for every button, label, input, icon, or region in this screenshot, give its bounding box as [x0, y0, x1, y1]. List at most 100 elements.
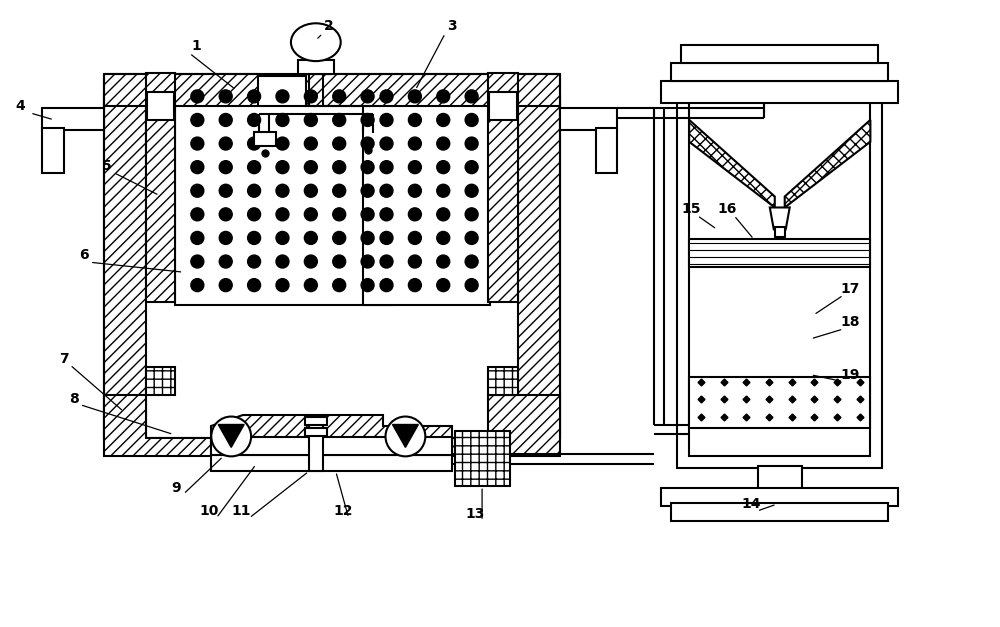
Bar	[596, 128, 617, 172]
Circle shape	[276, 137, 289, 150]
Bar	[677, 86, 882, 468]
Circle shape	[333, 90, 346, 103]
Circle shape	[333, 231, 346, 245]
Bar	[661, 81, 898, 103]
Circle shape	[437, 90, 450, 103]
Circle shape	[276, 90, 289, 103]
Circle shape	[191, 208, 204, 221]
Circle shape	[361, 184, 374, 198]
Circle shape	[248, 278, 261, 292]
Circle shape	[276, 231, 289, 245]
Circle shape	[465, 113, 478, 127]
Bar	[689, 377, 870, 428]
Bar	[671, 63, 888, 81]
Circle shape	[248, 231, 261, 245]
Polygon shape	[218, 424, 244, 448]
Circle shape	[408, 184, 421, 198]
Circle shape	[361, 90, 374, 103]
Circle shape	[437, 137, 450, 150]
Text: 4: 4	[15, 99, 25, 113]
Circle shape	[437, 184, 450, 198]
Circle shape	[191, 113, 204, 127]
Circle shape	[248, 184, 261, 198]
Text: 15: 15	[681, 203, 701, 216]
Circle shape	[333, 137, 346, 150]
Circle shape	[380, 278, 393, 292]
Bar	[488, 367, 518, 394]
Polygon shape	[392, 424, 418, 448]
Circle shape	[219, 161, 232, 174]
Text: 19: 19	[841, 367, 860, 382]
Circle shape	[465, 137, 478, 150]
Bar	[758, 466, 802, 491]
Circle shape	[191, 137, 204, 150]
Text: 14: 14	[741, 497, 761, 511]
Circle shape	[380, 184, 393, 198]
Circle shape	[248, 137, 261, 150]
Bar	[775, 228, 785, 238]
Circle shape	[219, 90, 232, 103]
Circle shape	[248, 90, 261, 103]
Bar	[175, 76, 392, 305]
Text: 5: 5	[102, 159, 112, 172]
Circle shape	[191, 161, 204, 174]
Bar	[104, 95, 146, 438]
Circle shape	[361, 208, 374, 221]
Circle shape	[248, 208, 261, 221]
Circle shape	[248, 255, 261, 268]
Circle shape	[211, 416, 251, 456]
Circle shape	[304, 161, 317, 174]
Circle shape	[437, 113, 450, 127]
Bar	[306, 74, 560, 106]
Text: 10: 10	[200, 504, 219, 518]
Text: 2: 2	[324, 19, 334, 33]
Circle shape	[361, 161, 374, 174]
Circle shape	[219, 208, 232, 221]
Text: 16: 16	[717, 203, 737, 216]
Bar	[254, 132, 276, 145]
Bar	[681, 45, 878, 63]
Circle shape	[380, 208, 393, 221]
Circle shape	[380, 113, 393, 127]
Bar	[488, 73, 518, 302]
Text: 6: 6	[79, 248, 89, 262]
Circle shape	[219, 278, 232, 292]
Circle shape	[304, 113, 317, 127]
Bar	[211, 438, 452, 455]
Polygon shape	[211, 414, 309, 438]
Circle shape	[465, 184, 478, 198]
Circle shape	[248, 161, 261, 174]
Circle shape	[380, 137, 393, 150]
Bar	[455, 431, 510, 486]
Circle shape	[465, 208, 478, 221]
Text: 3: 3	[447, 19, 457, 33]
Circle shape	[408, 231, 421, 245]
Circle shape	[304, 90, 317, 103]
Circle shape	[276, 208, 289, 221]
Circle shape	[408, 90, 421, 103]
Circle shape	[276, 278, 289, 292]
Circle shape	[219, 113, 232, 127]
Circle shape	[408, 208, 421, 221]
Circle shape	[465, 161, 478, 174]
Text: 12: 12	[333, 504, 352, 518]
Circle shape	[465, 255, 478, 268]
Text: 7: 7	[59, 352, 69, 366]
Bar	[298, 60, 334, 74]
Circle shape	[380, 231, 393, 245]
Circle shape	[408, 255, 421, 268]
Polygon shape	[323, 414, 452, 438]
Circle shape	[191, 90, 204, 103]
Bar	[42, 128, 64, 172]
Bar	[211, 455, 452, 472]
Bar	[689, 240, 870, 267]
Circle shape	[380, 255, 393, 268]
Circle shape	[465, 231, 478, 245]
Circle shape	[361, 255, 374, 268]
Circle shape	[333, 208, 346, 221]
Bar	[147, 92, 174, 120]
Bar	[671, 503, 888, 521]
Circle shape	[191, 255, 204, 268]
Circle shape	[333, 255, 346, 268]
Bar	[363, 76, 490, 305]
